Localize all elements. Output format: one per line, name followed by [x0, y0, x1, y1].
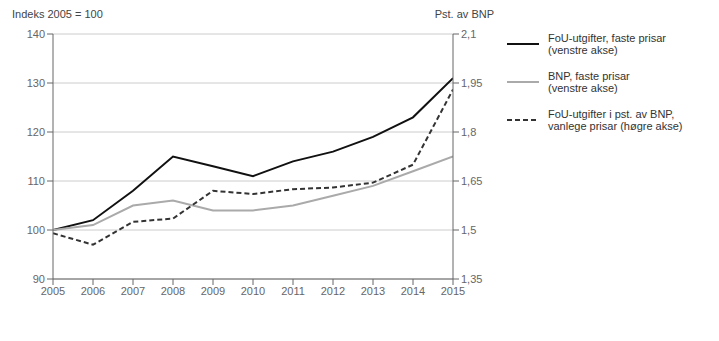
svg-text:2013: 2013 — [361, 285, 385, 297]
svg-text:1,65: 1,65 — [461, 175, 482, 187]
svg-text:110: 110 — [27, 175, 45, 187]
svg-text:1,95: 1,95 — [461, 77, 482, 89]
svg-text:2005: 2005 — [41, 285, 65, 297]
html-text:(venstre akse): (venstre akse) — [548, 44, 618, 56]
html-text:vanlege prisar (høgre akse): vanlege prisar (høgre akse) — [548, 120, 683, 132]
svg-text:130: 130 — [27, 77, 45, 89]
svg-text:2011: 2011 — [281, 285, 305, 297]
svg-text:2009: 2009 — [201, 285, 225, 297]
html-text:(venstre akse): (venstre akse) — [548, 82, 618, 94]
svg-text:2012: 2012 — [321, 285, 345, 297]
html-text:FoU-utgifter i pst. av BNP,: FoU-utgifter i pst. av BNP, — [548, 108, 675, 120]
svg-text:1,35: 1,35 — [461, 273, 482, 285]
svg-text:2007: 2007 — [121, 285, 145, 297]
svg-text:2,1: 2,1 — [461, 28, 476, 40]
svg-text:140: 140 — [27, 28, 45, 40]
html-text:Indeks 2005 = 100: Indeks 2005 = 100 — [12, 8, 103, 20]
svg-text:120: 120 — [27, 126, 45, 138]
svg-text:2015: 2015 — [441, 285, 465, 297]
svg-text:2008: 2008 — [161, 285, 185, 297]
svg-text:1,8: 1,8 — [461, 126, 476, 138]
html-text:BNP, faste prisar: BNP, faste prisar — [548, 70, 630, 82]
svg-text:2006: 2006 — [81, 285, 105, 297]
html-text:Pst. av BNP: Pst. av BNP — [434, 8, 494, 20]
svg-text:2010: 2010 — [241, 285, 265, 297]
html-text:FoU-utgifter, faste prisar: FoU-utgifter, faste prisar — [548, 32, 666, 44]
svg-text:100: 100 — [27, 224, 45, 236]
svg-text:90: 90 — [33, 273, 45, 285]
svg-text:1,5: 1,5 — [461, 224, 476, 236]
svg-text:2014: 2014 — [401, 285, 425, 297]
